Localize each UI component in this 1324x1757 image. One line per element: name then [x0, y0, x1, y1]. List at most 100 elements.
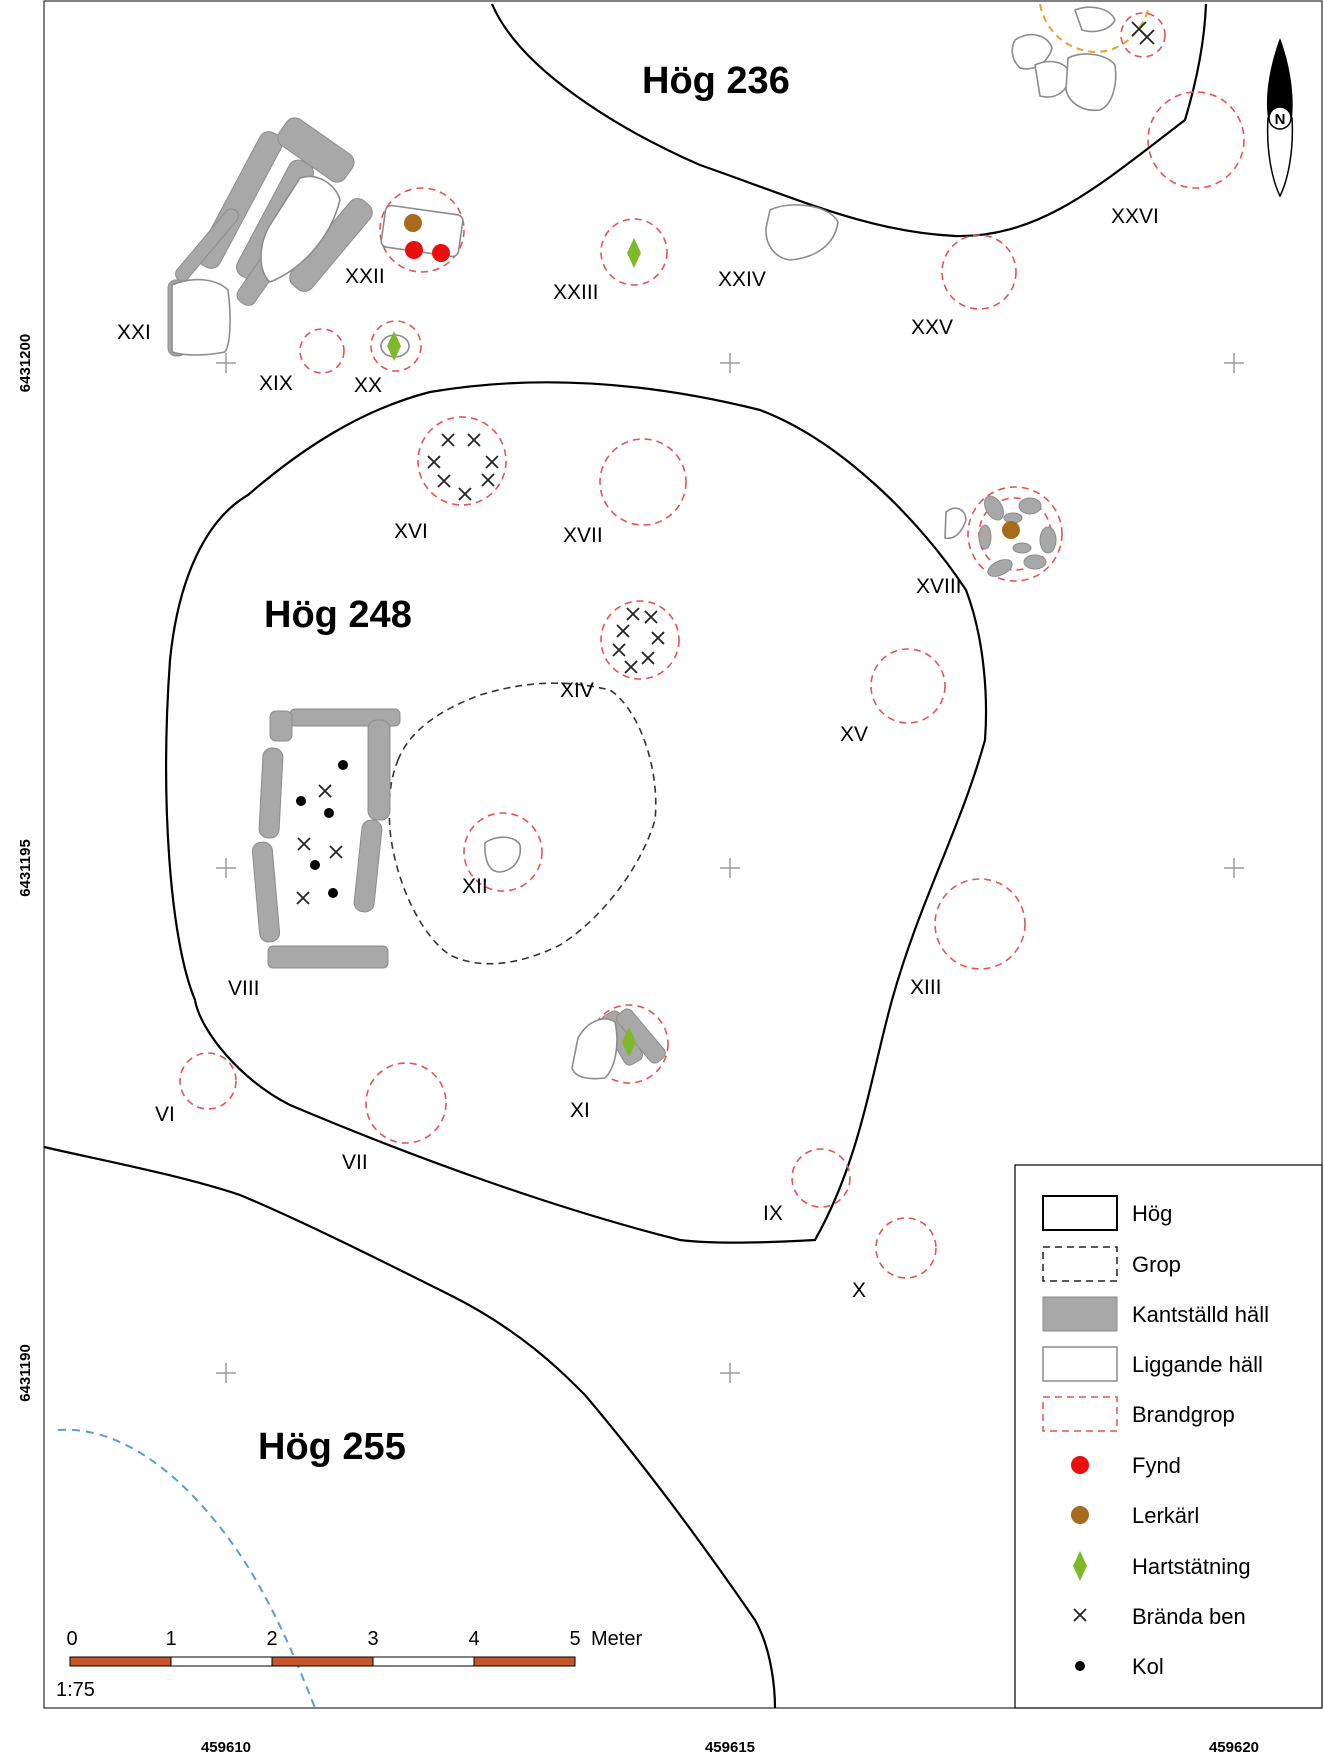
scale-tick-2: 2: [266, 1628, 277, 1650]
mound-236-title: Hög 236: [642, 60, 790, 102]
mound-236-outline: [490, 3, 1208, 238]
burn-pit-xx: [370, 320, 422, 372]
label-xv: XV: [840, 723, 868, 746]
scale-unit: Meter: [591, 1628, 642, 1650]
burn-pit-xxvi: [1147, 91, 1245, 189]
label-vi: VI: [155, 1103, 175, 1126]
scale-tick-0: 0: [66, 1628, 77, 1650]
burn-pit-xv: [870, 648, 946, 724]
label-xxvi: XXVI: [1111, 205, 1159, 228]
slab-xviii-4: [1023, 554, 1047, 570]
burn-pit-xiii: [934, 878, 1026, 970]
slab-xxi-flat-1: [171, 278, 231, 356]
legend-symbol-mound: [1042, 1195, 1118, 1231]
charcoal: [296, 760, 348, 898]
finds: [405, 241, 450, 262]
slab-xii-flat: [484, 836, 522, 873]
scale-tick-1: 1: [165, 1628, 176, 1650]
burn-pit-xiv: [600, 600, 680, 680]
slab-xxi-5: [175, 208, 239, 282]
label-viii: VIII: [228, 977, 260, 1000]
legend-label-kol: Kol: [1132, 1654, 1164, 1679]
slab-xviii-6: [978, 524, 992, 550]
resin-diamond: [387, 331, 401, 361]
label-xxiv: XXIV: [718, 268, 766, 291]
burn-pit-vi: [179, 1052, 237, 1110]
legend-label-lerkarl: Lerkärl: [1132, 1503, 1199, 1528]
legend-symbol-edge-slab: [1042, 1296, 1118, 1332]
find-dot: [432, 244, 450, 262]
legend-label-hartstatning: Hartstätning: [1132, 1554, 1251, 1579]
burn-pit-top-right: [1120, 12, 1166, 58]
pottery-dot: [404, 214, 422, 232]
x-tick-459620: 459620: [1209, 1739, 1259, 1756]
burn-pit-xvii: [599, 438, 687, 526]
y-tick-6431190: 6431190: [17, 1344, 34, 1402]
charcoal-dot: [338, 760, 348, 770]
grid-crosses: [216, 353, 1244, 1383]
legend-symbol-bone: [1073, 1608, 1087, 1622]
y-tick-6431195: 6431195: [17, 839, 34, 897]
slab-xxi-flat-2: [260, 175, 341, 283]
label-xx: XX: [354, 374, 382, 397]
legend-label-brandgrop: Brandgrop: [1132, 1402, 1235, 1427]
flat-slabs: [171, 6, 1117, 1080]
scale-ratio: 1:75: [56, 1679, 95, 1701]
resin: [387, 238, 641, 1057]
mound-255-title: Hög 255: [258, 1426, 406, 1468]
label-xxv: XXV: [911, 316, 953, 339]
legend-label-branda-ben: Brända ben: [1132, 1604, 1246, 1629]
slab-viii-left-1: [258, 747, 284, 839]
slab-viii-left-2: [251, 841, 281, 943]
legend-symbol-flat-slab: [1042, 1346, 1118, 1382]
legend-label-liggande: Liggande häll: [1132, 1352, 1263, 1377]
slab-236-flat-4: [1073, 6, 1116, 33]
pit-xii-outline: [388, 682, 657, 965]
charcoal-dot: [324, 808, 334, 818]
x-tick-459615: 459615: [705, 1739, 755, 1756]
slab-xviii-flat: [944, 507, 967, 540]
slab-viii-right-1: [367, 719, 391, 821]
scale-tick-4: 4: [468, 1628, 479, 1650]
north-arrow-label: N: [1275, 111, 1286, 128]
burn-pit-xxiii: [600, 218, 668, 286]
slab-xviii-3: [1039, 526, 1057, 554]
feature-labels: VI VII VIII IX X XI XII XIII XIV XV XVI …: [117, 205, 1159, 1302]
slab-236-flat-2: [1034, 60, 1071, 98]
legend-symbol-pottery: [1071, 1506, 1089, 1524]
burn-pit-ix: [791, 1148, 851, 1208]
label-x: X: [852, 1279, 866, 1302]
label-xvii: XVII: [563, 524, 603, 547]
legend-label-fynd: Fynd: [1132, 1453, 1181, 1478]
burn-pit-x: [875, 1217, 937, 1279]
slab-viii-corner: [269, 710, 293, 742]
charcoal-dot: [296, 796, 306, 806]
y-axis-labels: 6431200 6431195 6431190: [17, 334, 34, 1402]
label-xi: XI: [570, 1099, 590, 1122]
pottery: [404, 214, 1020, 539]
label-xxiii: XXIII: [553, 281, 599, 304]
find-dot: [405, 241, 423, 259]
legend: Hög Grop Kantställd häll Liggande häll B…: [1014, 1164, 1323, 1709]
charcoal-dot: [328, 888, 338, 898]
burn-pit-xviii-outer: [967, 486, 1063, 582]
legend-symbol-find: [1071, 1456, 1089, 1474]
slab-xi-flat: [571, 1018, 618, 1080]
legend-symbol-charcoal: [1075, 1661, 1085, 1671]
map-frame: [43, 0, 1323, 1709]
burn-pit-xii: [463, 812, 543, 892]
slab-236-flat-3: [1065, 53, 1117, 112]
label-xvi: XVI: [394, 520, 428, 543]
burnt-bones: [296, 21, 1155, 905]
label-xiv: XIV: [560, 679, 594, 702]
north-arrow-circle: [1268, 106, 1292, 130]
slab-xviii-5: [987, 559, 1013, 577]
slab-xxi-3: [277, 117, 355, 183]
slab-xxiv-flat: [765, 204, 839, 261]
legend-label-kantstalld: Kantställd häll: [1132, 1302, 1269, 1327]
legend-box: [1014, 1164, 1323, 1709]
burn-pit-vii: [365, 1062, 447, 1144]
label-xiii: XIII: [910, 976, 942, 999]
burn-pit-xvi: [417, 416, 507, 506]
x-axis-labels: 459610 459615 459620: [201, 1739, 1259, 1756]
